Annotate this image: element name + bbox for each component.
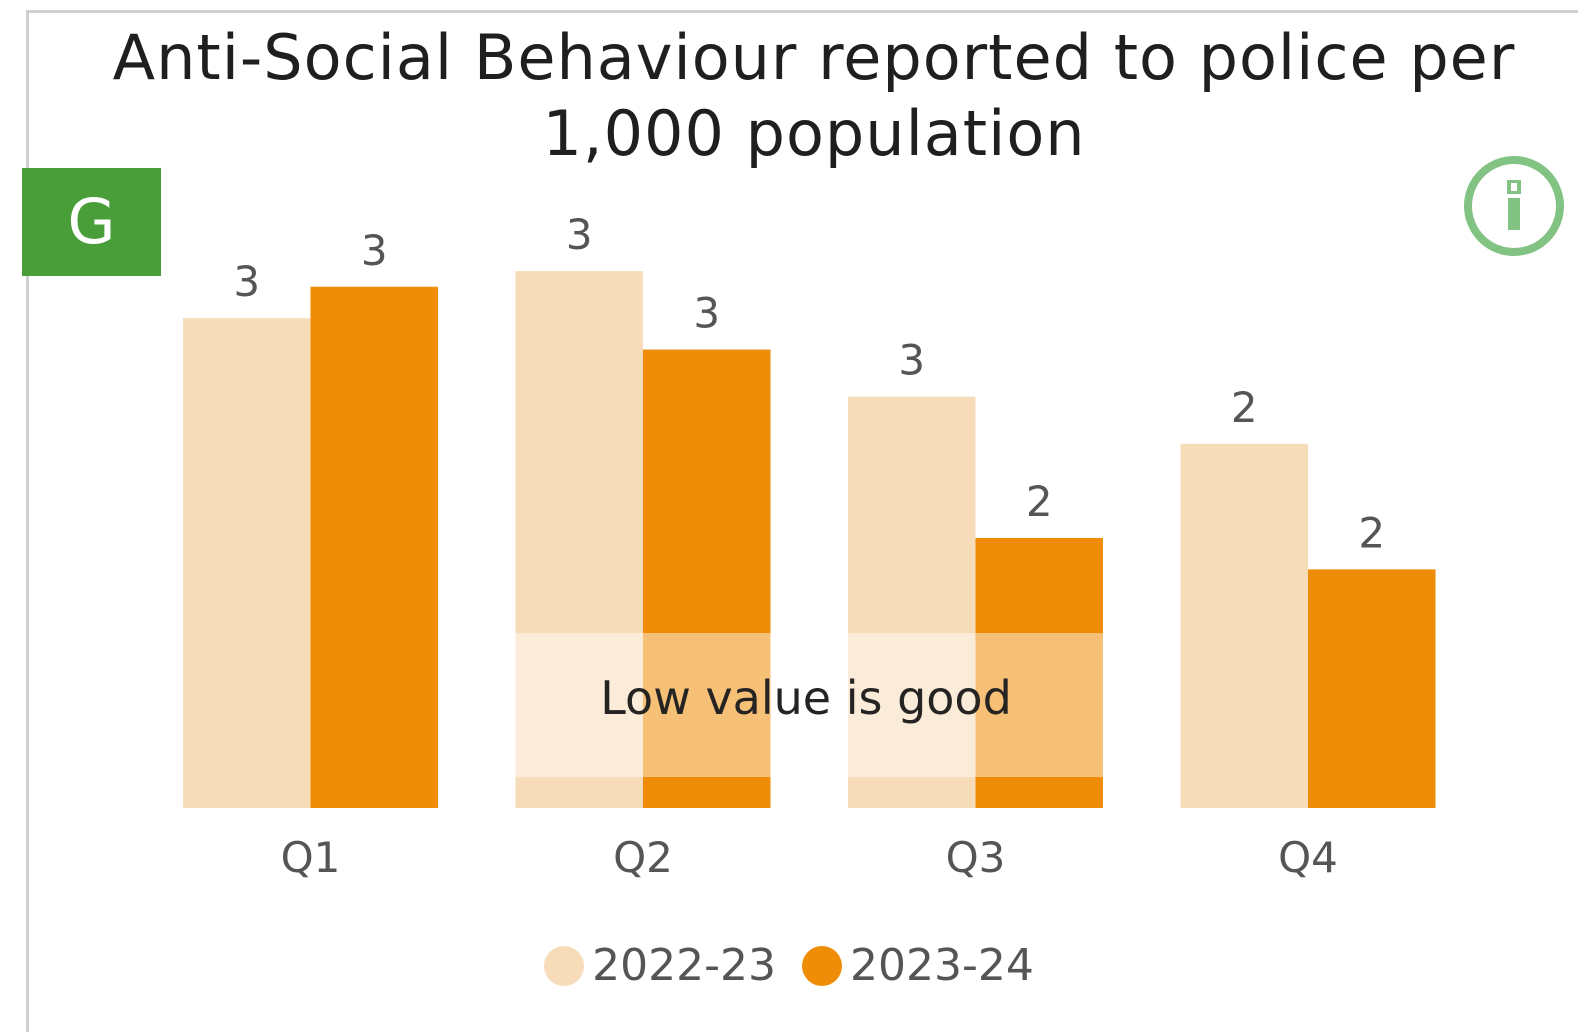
bar-2023-24-Q2[interactable] bbox=[643, 349, 771, 808]
bar-2022-23-Q2[interactable] bbox=[515, 271, 644, 808]
data-label: 3 bbox=[693, 289, 720, 338]
data-label: 2 bbox=[1231, 383, 1258, 432]
data-label: 3 bbox=[566, 210, 593, 259]
data-label: 2 bbox=[1358, 508, 1385, 557]
annotation-text: Low value is good bbox=[600, 671, 1012, 725]
legend-item-2022-23[interactable]: 2022-23 bbox=[544, 940, 776, 991]
chart-title: Anti-Social Behaviour reported to police… bbox=[112, 21, 1516, 170]
legend-label: 2022-23 bbox=[592, 940, 776, 991]
x-tick-label: Q1 bbox=[281, 833, 341, 882]
data-label: 2 bbox=[1026, 477, 1053, 526]
bar-2022-23-Q4[interactable] bbox=[1180, 443, 1309, 808]
bar-2022-23-Q1[interactable] bbox=[183, 318, 311, 808]
legend-label: 2023-24 bbox=[850, 940, 1034, 991]
bar-2023-24-Q3[interactable] bbox=[975, 537, 1104, 808]
x-tick-label: Q2 bbox=[613, 833, 673, 882]
data-label: 3 bbox=[898, 336, 925, 385]
x-tick-label: Q4 bbox=[1278, 833, 1338, 882]
annotation-box bbox=[515, 633, 1103, 777]
legend-swatch bbox=[544, 945, 585, 986]
legend-swatch bbox=[802, 945, 842, 986]
x-tick-label: Q3 bbox=[946, 833, 1006, 882]
chart-frame bbox=[26, 10, 1578, 1032]
bar-2022-23-Q3[interactable] bbox=[848, 396, 976, 808]
legend-item-2023-24[interactable]: 2023-24 bbox=[802, 940, 1034, 991]
bar-2023-24-Q4[interactable] bbox=[1308, 569, 1436, 808]
data-label: 3 bbox=[233, 257, 260, 306]
data-label: 3 bbox=[361, 226, 388, 275]
legend: 2022-23 2023-24 bbox=[0, 940, 1578, 991]
bar-2023-24-Q1[interactable] bbox=[310, 286, 439, 808]
rag-status-badge: G bbox=[22, 168, 161, 276]
info-icon[interactable] bbox=[1462, 154, 1566, 258]
